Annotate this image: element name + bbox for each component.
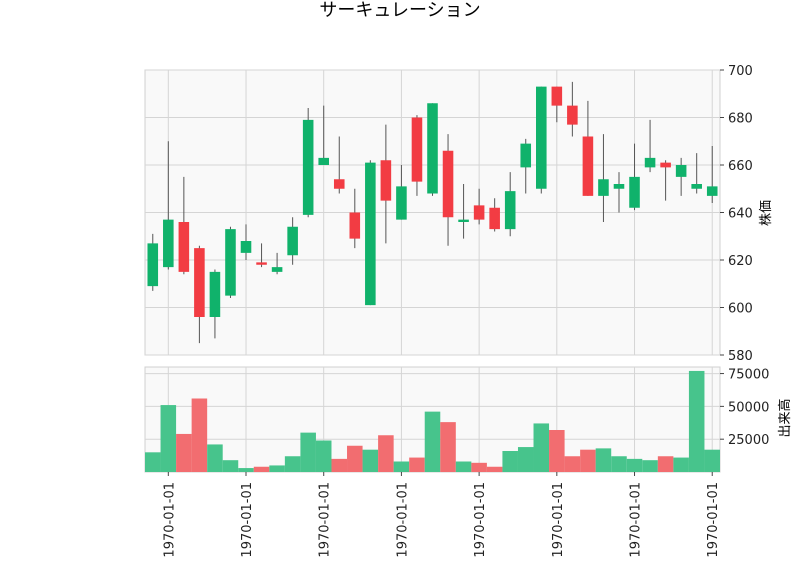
price-tick-label: 640 [728, 207, 753, 222]
candle-body-up [598, 179, 609, 196]
volume-bar [315, 440, 332, 472]
volume-bar [626, 458, 643, 472]
volume-bar [362, 449, 379, 472]
candle-body-down [489, 207, 500, 230]
volume-bar [455, 461, 472, 472]
volume-bar [549, 430, 565, 472]
volume-bar [300, 432, 316, 472]
volume-bar [222, 460, 239, 472]
volume-bar [657, 456, 674, 472]
candle-body-up [209, 271, 221, 317]
volume-bar [424, 411, 441, 472]
x-tick-label: 1970-01-01 [629, 482, 644, 558]
volume-bar [253, 466, 270, 472]
candle-body-up [163, 219, 174, 268]
candle-body-up [365, 162, 376, 306]
volume-bar [595, 448, 612, 472]
candle-body-down [582, 136, 594, 196]
candle-body-up [147, 243, 159, 287]
candle-body-down [349, 212, 361, 239]
x-tick-label: 1970-01-01 [240, 482, 255, 558]
candle-body-up [240, 241, 252, 253]
candle-body-down [551, 86, 563, 106]
candle-body-down [567, 105, 578, 125]
chart-title: サーキュレーション [319, 0, 480, 21]
volume-bar [642, 460, 658, 472]
price-tick-label: 580 [728, 349, 753, 364]
volume-bar [145, 452, 161, 472]
candle-body-up [287, 226, 298, 256]
candle-body-up [318, 157, 329, 165]
x-tick-label: 1970-01-01 [473, 482, 488, 558]
candle-body-up [520, 143, 532, 168]
x-tick-label: 1970-01-01 [706, 482, 721, 558]
candle-body-up [504, 191, 516, 230]
volume-panel: 25000 50000 75000 [144, 366, 769, 473]
volume-bar [238, 468, 254, 472]
volume-bar [347, 445, 363, 472]
volume-bar [502, 451, 518, 472]
volume-bar [393, 461, 410, 472]
candle-body-down [442, 150, 454, 218]
volume-bar [207, 444, 223, 472]
volume-bar [580, 449, 596, 472]
volume-bar [517, 447, 534, 472]
candle-body-down [194, 248, 205, 317]
volume-bar [564, 456, 581, 472]
price-tick-label: 700 [728, 64, 753, 79]
candle-body-up [536, 86, 547, 189]
volume-tick-label: 75000 [728, 368, 769, 383]
volume-bar [378, 435, 394, 472]
candle-body-down [178, 222, 190, 272]
price-tick-label: 620 [728, 254, 753, 269]
candle-body-up [629, 176, 640, 208]
volume-bar [688, 370, 705, 472]
candle-body-down [473, 205, 485, 220]
candle-body-up [691, 184, 702, 189]
volume-bar [704, 449, 720, 472]
volume-bar [176, 433, 192, 472]
volume-bar [471, 462, 487, 472]
candle-body-down [333, 179, 345, 189]
volume-bar [160, 405, 177, 472]
price-tick-label: 600 [728, 302, 753, 317]
volume-bar [284, 456, 301, 472]
x-tick-label: 1970-01-01 [395, 482, 410, 558]
volume-tick-label: 50000 [728, 400, 769, 415]
price-tick-label: 660 [728, 159, 753, 174]
x-tick-label: 1970-01-01 [162, 482, 177, 558]
volume-bar [409, 457, 425, 472]
x-axis: 1970-01-01 1970-01-01 1970-01-01 1970-01-01… [162, 472, 721, 558]
price-panel: 580 600 620 640 660 680 700 [144, 64, 753, 364]
candle-body-up [396, 186, 407, 220]
volume-bar [533, 423, 550, 472]
candle-body-up [225, 229, 236, 296]
candle-body-up [644, 157, 656, 168]
volume-bar [611, 456, 627, 472]
candle-body-down [380, 160, 392, 201]
volume-bar [486, 466, 503, 472]
volume-bar [191, 398, 208, 472]
candle-body-up [427, 103, 438, 194]
x-tick-label: 1970-01-01 [318, 482, 333, 558]
candle-body-down [411, 117, 423, 182]
volume-tick-label: 25000 [728, 433, 769, 448]
candle-body-down [256, 262, 267, 265]
volume-bar [440, 422, 456, 472]
candle-body-up [613, 184, 625, 189]
candle-body-up [271, 267, 283, 272]
candle-body-down [660, 162, 671, 168]
volume-bar [673, 457, 689, 472]
price-tick-label: 680 [728, 112, 753, 127]
price-axis-label: 株価 [759, 200, 774, 226]
candle-body-up [302, 119, 314, 215]
candle-body-up [706, 186, 718, 196]
volume-axis-label: 出来高 [777, 398, 793, 437]
candle-body-up [458, 219, 469, 222]
candle-body-up [675, 165, 687, 177]
volume-bar [269, 465, 285, 472]
x-tick-label: 1970-01-01 [551, 482, 566, 558]
volume-bar [331, 458, 348, 472]
